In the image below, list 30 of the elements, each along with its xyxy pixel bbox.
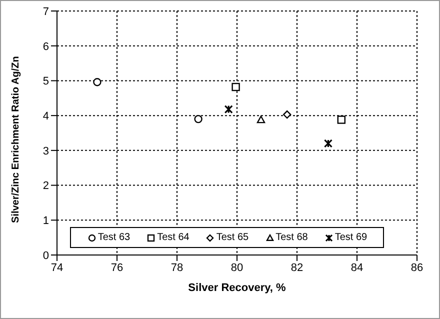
x-tick-label: 76: [110, 262, 124, 274]
y-axis-title: Silver/Zinc Enrichment Ratio Ag/Zn: [10, 56, 22, 223]
point: [194, 114, 202, 124]
point: [337, 116, 346, 124]
x-tick-label: 86: [410, 262, 424, 274]
point: [324, 139, 332, 148]
legend-label: Test 64: [156, 232, 190, 243]
y-tick-label: 1: [42, 215, 49, 228]
y-tick-label: 2: [42, 180, 49, 192]
point: [93, 78, 102, 86]
y-tick-label: 7: [42, 6, 49, 18]
x-tick-label: 82: [290, 262, 304, 274]
x-tick-label: 78: [170, 262, 184, 274]
y-tick-label: 3: [42, 145, 49, 158]
x-axis-title: Silver Recovery, %: [188, 282, 286, 294]
y-tick-label: 4: [42, 110, 49, 122]
x-tick-label: 80: [230, 262, 244, 274]
point: [256, 116, 266, 124]
y-tick-label: 5: [42, 76, 49, 88]
point: [283, 110, 292, 119]
y-tick-label: 6: [42, 40, 49, 53]
x-tick-label: 84: [350, 262, 364, 274]
x-tick-label: 74: [50, 262, 64, 274]
legend-label: Test 63: [96, 232, 130, 243]
point: [232, 82, 240, 92]
point: [224, 105, 233, 114]
legend-label: Test 69: [334, 232, 368, 243]
legend-label: Test 68: [274, 232, 308, 243]
legend-label: Test 65: [215, 232, 249, 243]
y-tick-label: 0: [42, 250, 49, 262]
